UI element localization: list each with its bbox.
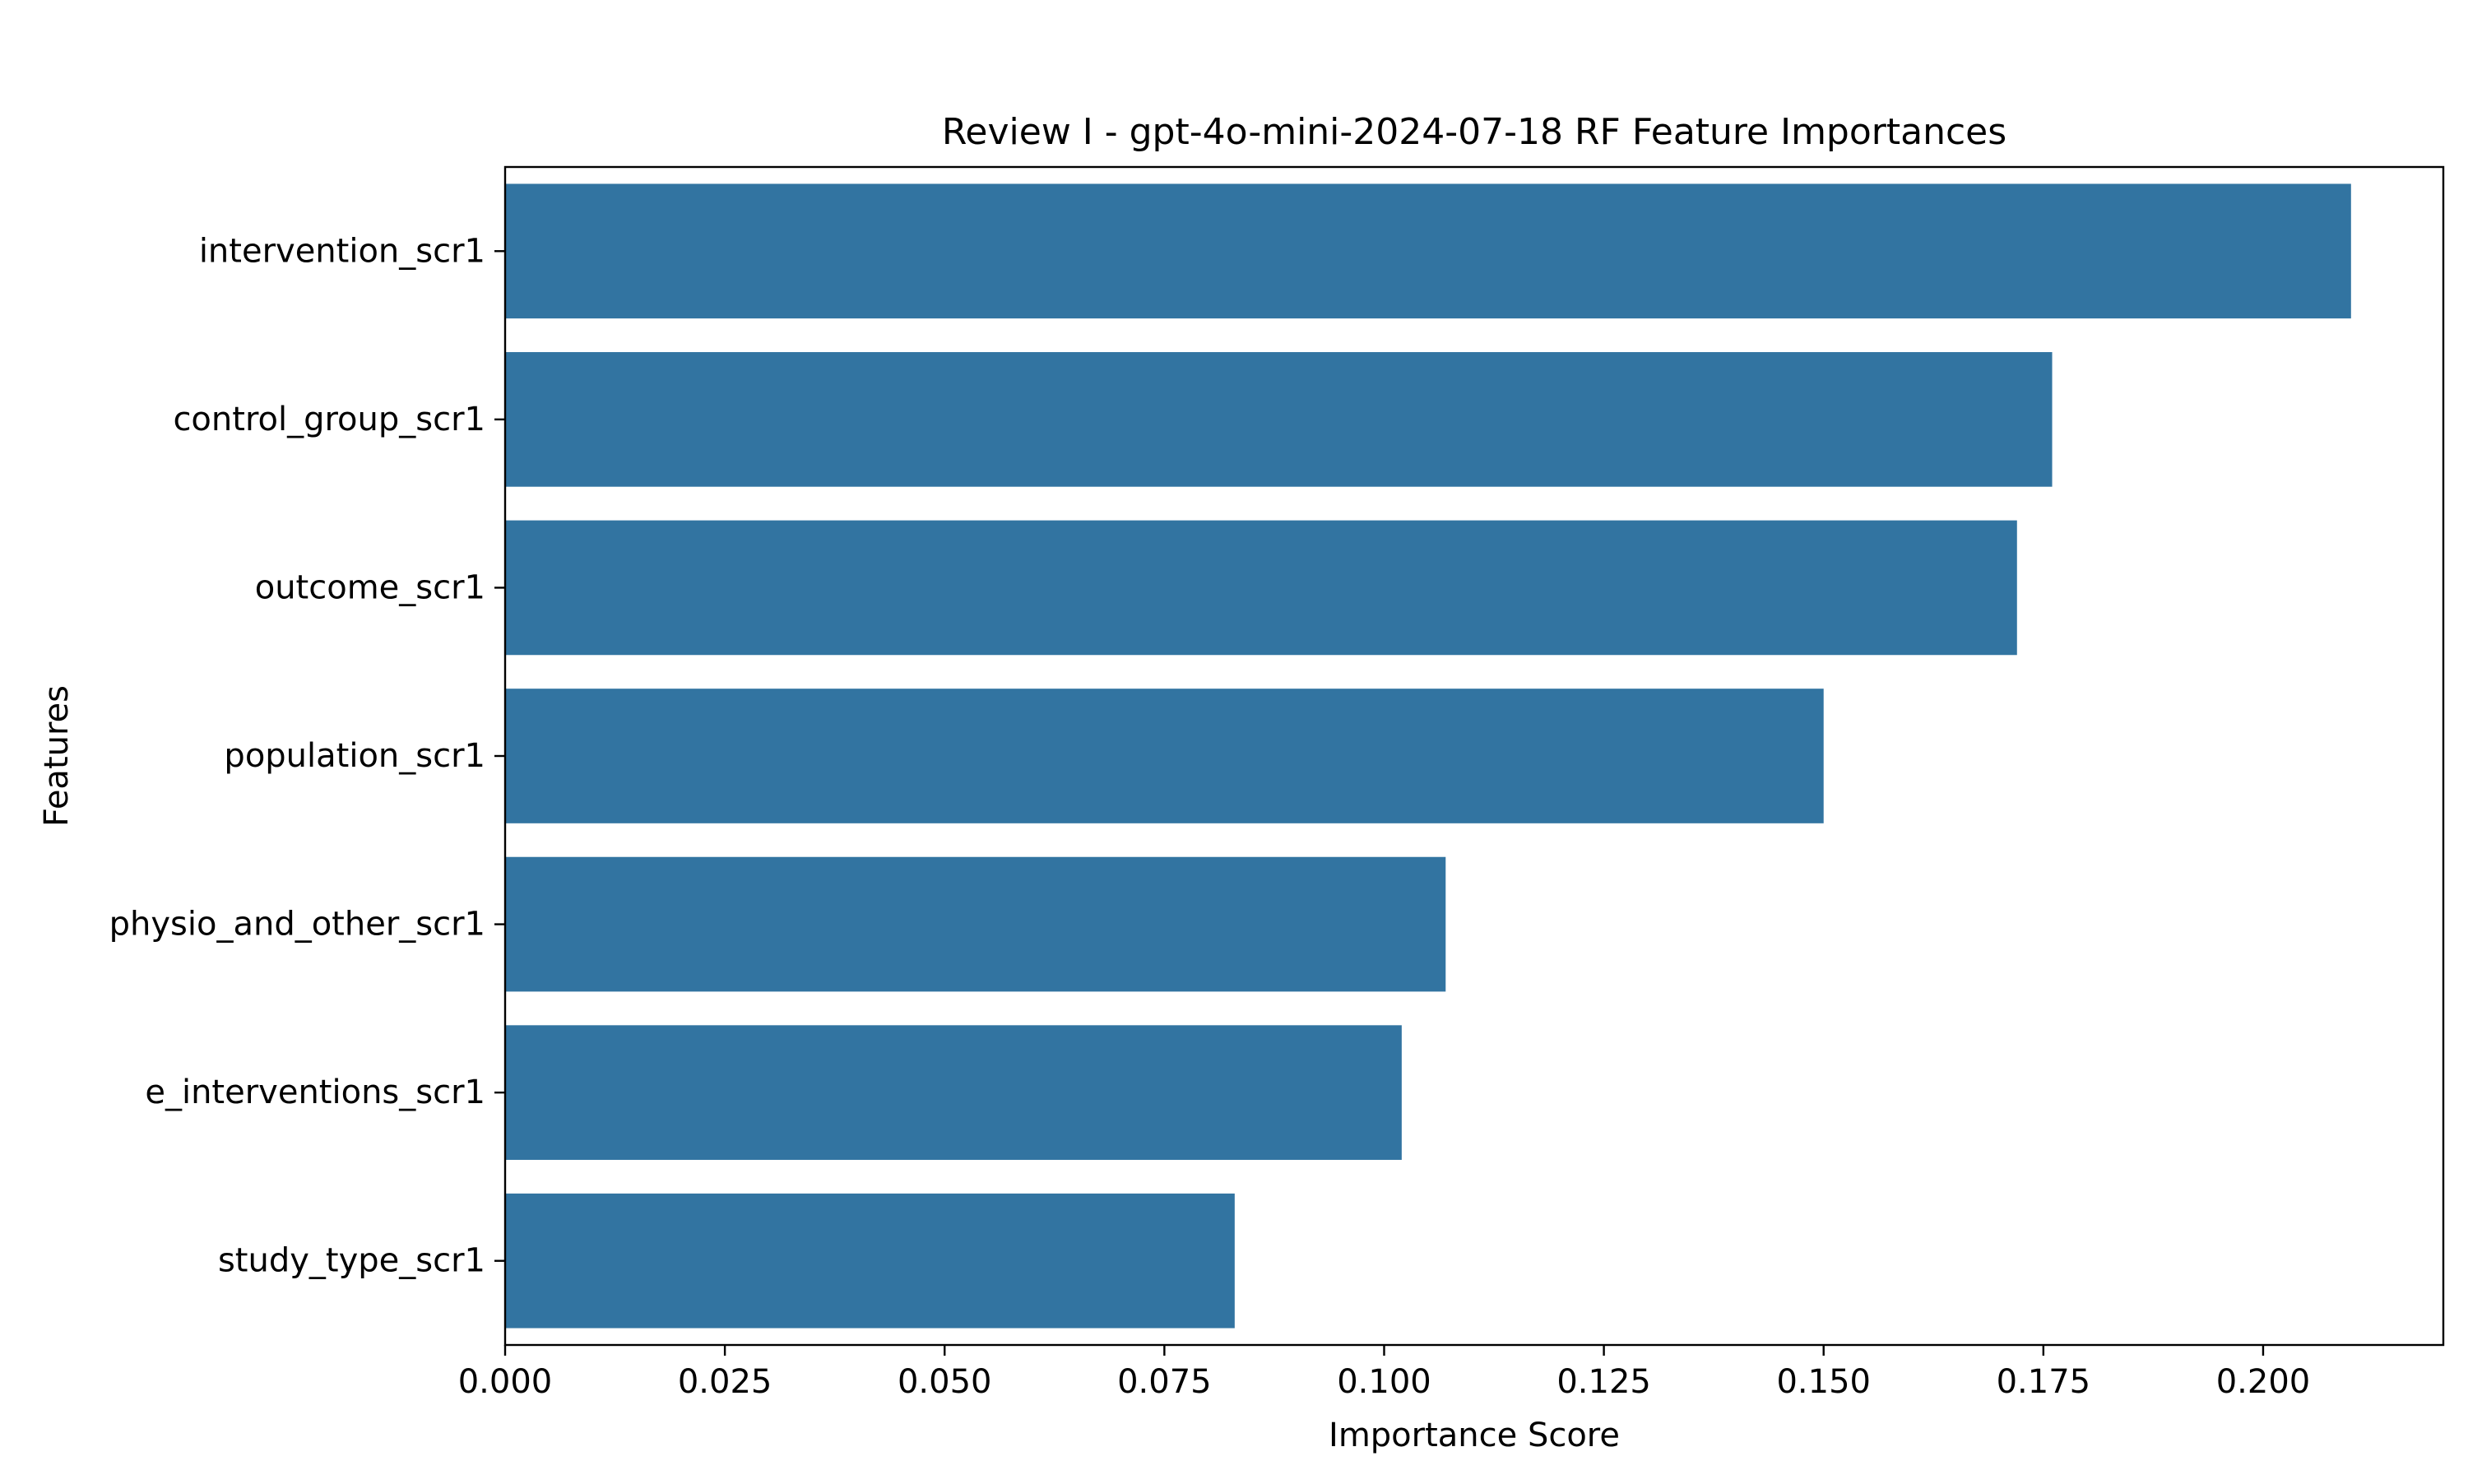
y-tick-label: outcome_scr1 [255, 568, 485, 606]
chart-title: Review I - gpt-4o-mini-2024-07-18 RF Fea… [942, 111, 2006, 153]
bars-layer [505, 183, 2351, 1329]
x-tick-label: 0.075 [1117, 1363, 1212, 1401]
x-axis-label: Importance Score [1329, 1417, 1620, 1454]
bar-physio-and-other-scr1 [505, 856, 1446, 992]
y-tick-label: population_scr1 [224, 737, 485, 775]
y-tick-label: intervention_scr1 [199, 232, 485, 270]
bar-population-scr1 [505, 689, 1824, 823]
x-tick-label: 0.150 [1776, 1363, 1871, 1401]
y-axis-label: Features [38, 685, 76, 827]
x-tick-label: 0.050 [898, 1363, 992, 1401]
bar-control-group-scr1 [505, 352, 2053, 487]
y-tick-label: control_group_scr1 [173, 401, 485, 438]
x-tick-label: 0.125 [1556, 1363, 1651, 1401]
y-tick-label: e_interventions_scr1 [145, 1074, 485, 1111]
x-tick-label: 0.000 [458, 1363, 553, 1401]
x-tick-label: 0.025 [678, 1363, 772, 1401]
bar-outcome-scr1 [505, 520, 2017, 656]
bar-e-interventions-scr1 [505, 1025, 1402, 1160]
bar-intervention-scr1 [505, 183, 2351, 319]
y-tick-label: physio_and_other_scr1 [109, 906, 485, 944]
y-axis: intervention_scr1 control_group_scr1outco… [109, 232, 505, 1280]
y-tick-label: study_type_scr1 [218, 1242, 485, 1280]
bar-study-type-scr1 [505, 1193, 1235, 1329]
x-axis: 0.000 0.025 0.050 0.075 0.100 0.125 0.150 0.175… [458, 1345, 2310, 1401]
x-tick-label: 0.175 [1997, 1363, 2091, 1401]
x-tick-label: 0.200 [2216, 1363, 2311, 1401]
x-tick-label: 0.100 [1337, 1363, 1431, 1401]
